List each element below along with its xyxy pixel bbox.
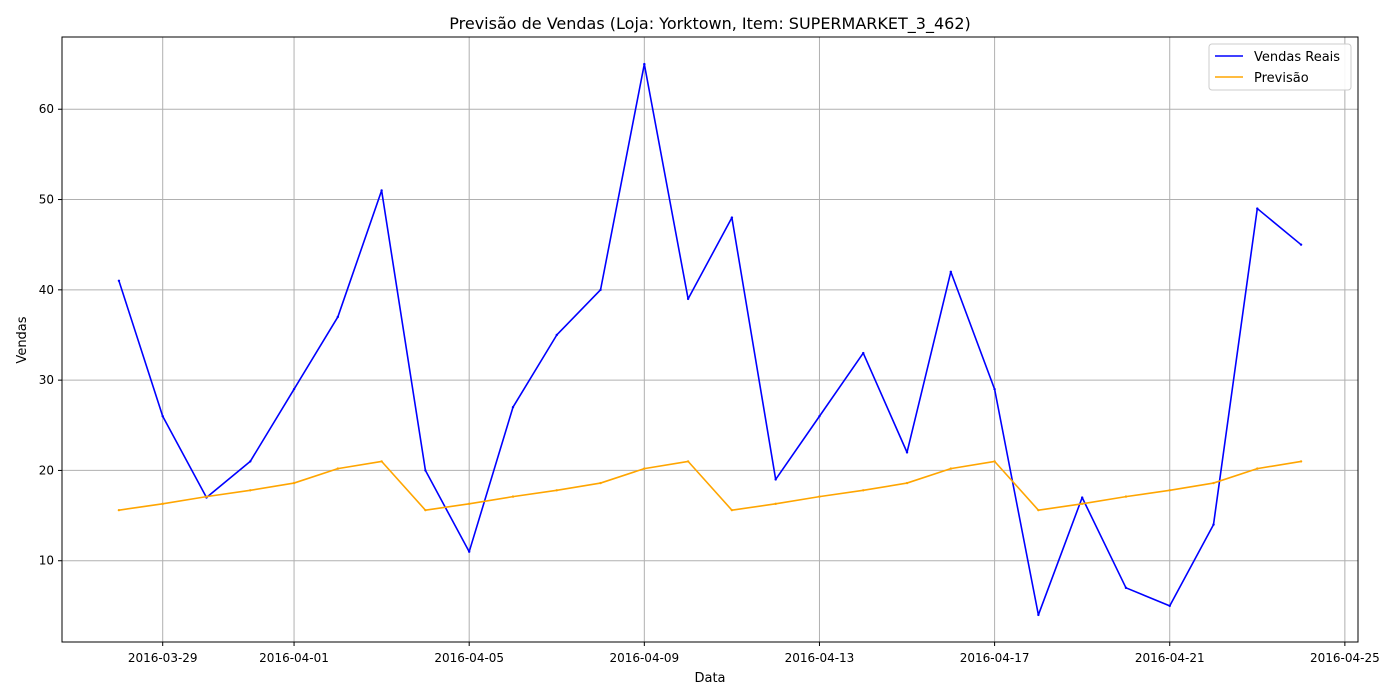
series-0 (117, 62, 1303, 617)
series-line (118, 460, 1302, 511)
x-tick-label: 2016-03-29 (128, 651, 198, 665)
series-1 (117, 460, 1303, 512)
x-tick-label: 2016-04-21 (1135, 651, 1205, 665)
data-point (1037, 613, 1040, 617)
legend-frame (1208, 43, 1352, 91)
data-point (511, 406, 515, 409)
data-point (1080, 496, 1084, 499)
data-point (818, 415, 821, 418)
data-point (467, 502, 471, 506)
data-point (555, 489, 558, 492)
legend-label: Vendas Reais (1254, 50, 1340, 65)
data-point (599, 481, 602, 485)
data-point (730, 508, 734, 512)
data-point (336, 315, 340, 319)
data-point (336, 467, 340, 470)
data-point (905, 481, 909, 485)
data-point (161, 502, 164, 506)
data-point (1124, 586, 1128, 590)
chart-title: Previsão de Vendas (Loja: Yorktown, Item… (449, 14, 971, 34)
x-tick-label: 2016-04-25 (1310, 651, 1380, 665)
data-point (467, 550, 471, 553)
data-point (380, 460, 383, 463)
data-point (1256, 467, 1259, 470)
data-point (1299, 243, 1303, 246)
data-point (1168, 489, 1171, 492)
x-tick-label: 2016-04-05 (434, 651, 504, 665)
data-point (117, 508, 121, 512)
data-point (205, 495, 208, 498)
data-point (643, 62, 646, 66)
x-tick-label: 2016-04-01 (259, 651, 329, 665)
y-axis-ticks: 10 20 30 40 50 60 (39, 102, 62, 568)
data-point (686, 460, 690, 463)
legend: Vendas Reais Previsão (1208, 43, 1352, 91)
data-point (1212, 523, 1215, 526)
x-axis-ticks: 2016-03-29 2016-04-01 2016-04-05 2016-04-09… (128, 642, 1380, 665)
data-point (1168, 604, 1171, 608)
data-point (511, 495, 515, 498)
data-point (686, 297, 690, 301)
y-tick-label: 10 (39, 554, 54, 568)
y-tick-label: 50 (39, 193, 54, 207)
data-point (1124, 495, 1128, 498)
x-tick-label: 2016-04-09 (609, 651, 679, 665)
data-point (117, 279, 121, 283)
data-point (862, 351, 865, 355)
y-tick-label: 30 (39, 373, 54, 387)
plot-area-frame (61, 36, 1359, 643)
data-point (993, 460, 996, 463)
data-point (249, 460, 252, 463)
data-point (1212, 481, 1215, 485)
data-point (993, 387, 996, 391)
data-point (599, 288, 602, 292)
data-point (818, 495, 821, 498)
data-point (424, 508, 427, 512)
data-point (424, 469, 427, 472)
y-tick-label: 60 (39, 102, 54, 116)
y-axis-label: Vendas (15, 316, 30, 363)
data-point (862, 489, 865, 492)
data-point (1299, 460, 1303, 463)
data-point (905, 451, 909, 454)
data-point (730, 216, 734, 219)
data-point (1256, 207, 1259, 210)
data-point (555, 333, 558, 337)
y-tick-label: 20 (39, 463, 54, 477)
grid-lines (62, 37, 1358, 642)
data-point (161, 415, 164, 418)
x-tick-label: 2016-04-17 (960, 651, 1030, 665)
data-point (774, 502, 777, 506)
series-lines (117, 62, 1303, 617)
data-point (1037, 508, 1040, 512)
y-tick-label: 40 (39, 283, 54, 297)
x-tick-label: 2016-04-13 (785, 651, 855, 665)
data-point (1080, 502, 1084, 506)
x-axis-label: Data (694, 671, 725, 686)
data-point (643, 467, 646, 470)
data-point (292, 481, 296, 485)
data-point (774, 478, 777, 481)
data-point (949, 467, 953, 470)
data-point (380, 189, 383, 192)
legend-label: Previsão (1254, 71, 1309, 86)
data-point (249, 489, 252, 492)
series-line (118, 63, 1302, 616)
data-point (292, 387, 296, 391)
data-point (949, 270, 953, 273)
